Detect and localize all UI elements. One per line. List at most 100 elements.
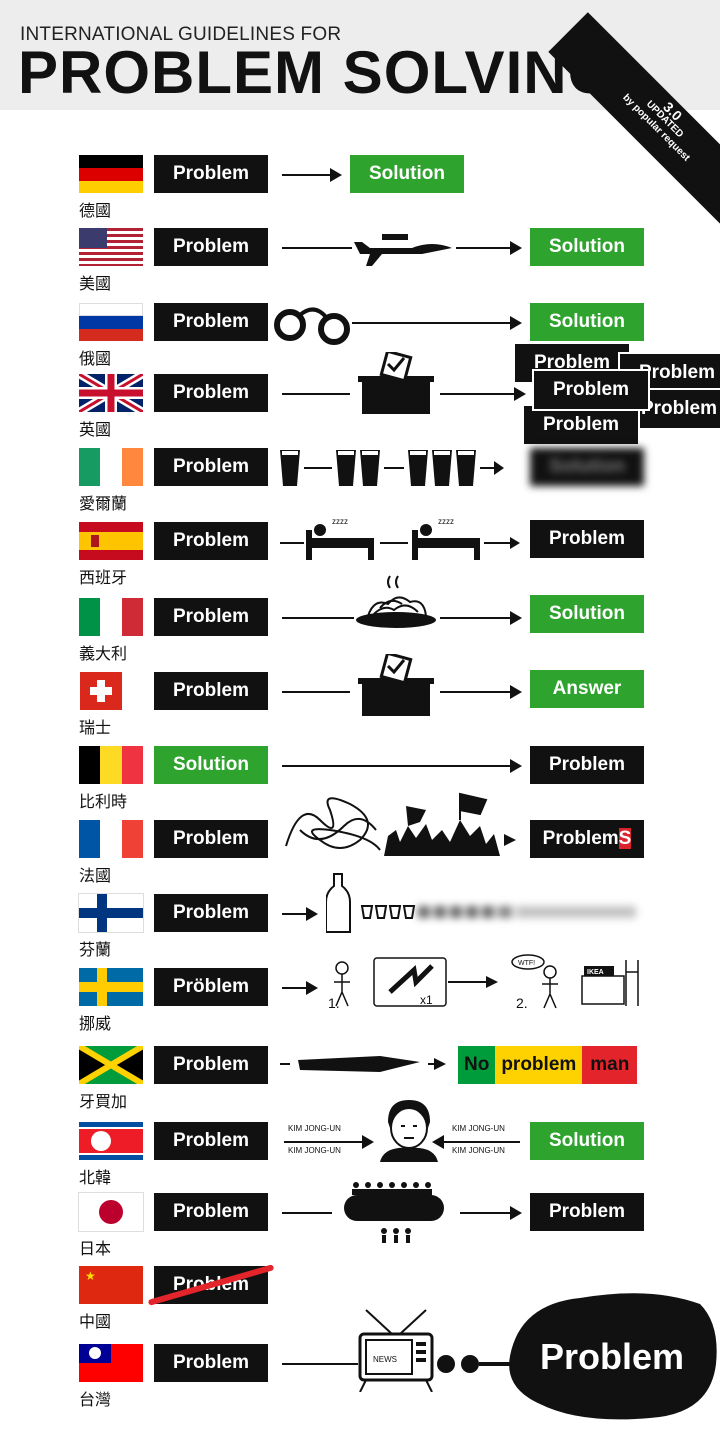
arrow-icon — [440, 387, 526, 401]
problem-box: Problem — [154, 598, 268, 636]
svg-text:NEWS: NEWS — [373, 1355, 397, 1364]
flag-russia-icon — [79, 303, 143, 341]
problem-box: Problem — [154, 374, 268, 412]
problem-box: Problem — [154, 894, 268, 932]
country-label: 台灣 — [79, 1392, 112, 1409]
flag-taiwan-icon — [79, 1344, 143, 1382]
row-belgium: 比利時 Solution Problem — [0, 746, 720, 816]
svg-text:2.: 2. — [516, 995, 528, 1011]
row-japan: 日本 Problem Problem — [0, 1182, 720, 1263]
vodka-shots-icon — [326, 873, 636, 933]
row-north-korea: 北韓 Problem KIM JONG-UN KIM JONG-UN KIM J… — [0, 1100, 720, 1192]
problem-box: Problem — [522, 404, 640, 446]
flag-finland-icon — [78, 893, 144, 933]
flag-switzerland-icon — [80, 672, 122, 710]
flag-belgium-icon — [79, 746, 143, 784]
flag-jamaica-icon — [79, 1046, 143, 1084]
problem-box: Problem — [154, 522, 268, 560]
country-label: 瑞士 — [79, 720, 112, 737]
country-label: 北韓 — [79, 1170, 112, 1187]
arrow-icon — [440, 685, 522, 699]
ikea-instructions-icon: 1. x1 2. WTF! IKEA — [328, 954, 639, 1011]
country-label: 義大利 — [79, 646, 128, 663]
arrow-icon — [282, 907, 318, 921]
country-label: 挪威 — [79, 1016, 112, 1033]
country-label: 德國 — [79, 203, 112, 220]
svg-text:1.: 1. — [328, 995, 340, 1011]
country-label: 俄國 — [79, 351, 112, 368]
country-label: 西班牙 — [79, 570, 128, 587]
country-label: 法國 — [79, 868, 112, 885]
svg-text:IKEA: IKEA — [587, 969, 604, 976]
ballot-box-icon — [358, 352, 434, 414]
joint-icon — [280, 1056, 446, 1072]
arrow-icon — [440, 611, 522, 625]
flag-sweden-icon — [79, 968, 143, 1006]
solution-box: Solution — [530, 303, 644, 341]
svg-text:zzzz: zzzz — [332, 517, 348, 526]
country-label: 英國 — [79, 422, 112, 439]
problem-box: Problem — [154, 155, 268, 193]
problem-box: Problem — [530, 746, 644, 784]
problem-box: Problem — [154, 1193, 268, 1231]
row-switzerland: 瑞士 Problem Answer — [0, 654, 720, 742]
flag-north-korea-icon — [79, 1122, 143, 1160]
country-label: 美國 — [79, 276, 112, 293]
flag-usa-icon — [79, 228, 143, 266]
arrow-icon — [456, 241, 522, 255]
country-label: 中國 — [79, 1314, 112, 1331]
answer-box: Answer — [530, 670, 644, 708]
flag-ireland-icon — [79, 448, 143, 486]
flag-japan-icon — [78, 1192, 144, 1232]
country-label: 牙買加 — [79, 1094, 128, 1111]
svg-text:x1: x1 — [420, 993, 433, 1007]
solution-box: Solution — [530, 448, 644, 486]
tangle-protest-icon — [285, 792, 516, 856]
arrow-icon — [282, 981, 318, 995]
problem-box: Problem — [154, 1122, 268, 1160]
problem-box: Problem — [154, 303, 268, 341]
solution-box: Solution — [530, 228, 644, 266]
meeting-table-icon — [344, 1182, 444, 1243]
row-sweden: 挪威 Pröblem 1. x1 2. WTF! IKEA — [0, 954, 720, 1038]
row-italy: 義大利 Problem Solution — [0, 575, 720, 668]
problem-box: Problem — [154, 1046, 268, 1084]
flag-spain-icon — [79, 522, 143, 560]
problem-box: Pröblem — [154, 968, 268, 1006]
arrow-icon — [284, 1135, 374, 1149]
page-title: PROBLEM SOLVING — [18, 39, 616, 106]
row-russia: 俄國 Problem Solution — [0, 303, 720, 373]
row-taiwan: 台灣 Problem NEWS Problem — [0, 1293, 720, 1420]
problem-box: Problem — [154, 672, 268, 710]
row-jamaica: 牙買加 Problem No problem man — [0, 1046, 720, 1116]
row-uk: 英國 Problem Problem Problem Problem Probl… — [0, 342, 720, 446]
flag-uk-icon — [79, 374, 143, 412]
row-ireland: 愛爾蘭 Problem Solution — [0, 448, 720, 518]
flag-france-icon — [79, 820, 143, 858]
arrow-icon — [460, 1206, 522, 1220]
kim-jong-un-icon — [380, 1100, 438, 1162]
country-label: 愛爾蘭 — [79, 496, 128, 513]
problems-box: ProblemS — [530, 820, 644, 858]
black-blob-icon — [509, 1293, 717, 1420]
solution-box: Solution — [530, 595, 644, 633]
solution-box: Solution — [530, 1122, 644, 1160]
row-usa: 美國 Problem Solution — [0, 228, 720, 298]
flag-germany-icon — [79, 155, 143, 193]
arrow-icon — [282, 759, 522, 773]
country-label: 日本 — [79, 1241, 112, 1258]
country-label: 比利時 — [79, 794, 128, 811]
problem-box: Problem — [530, 1193, 644, 1231]
tv-news-icon: NEWS — [358, 1309, 434, 1392]
beer-glasses-icon — [280, 450, 504, 486]
no-problem-man-box: No problem man — [458, 1046, 638, 1084]
row-germany: 德國 Problem Solution — [0, 155, 720, 225]
row-france: 法國 Problem ProblemS — [0, 792, 720, 890]
problem-box: Problem — [154, 1344, 268, 1382]
problem-box: Problem — [154, 228, 268, 266]
chain-dots-icon — [437, 1355, 514, 1373]
svg-text:WTF!: WTF! — [518, 960, 535, 967]
subtitle: INTERNATIONAL GUIDELINES FOR — [20, 24, 342, 45]
problem-box: Problem — [154, 820, 268, 858]
row-china: ★ 中國 Problem — [0, 1264, 720, 1336]
